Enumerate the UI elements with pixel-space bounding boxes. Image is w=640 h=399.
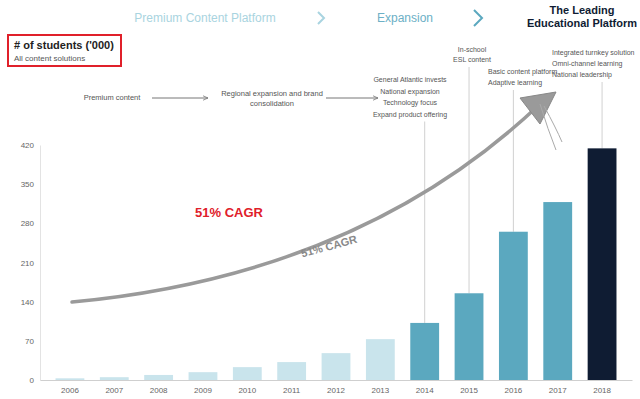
x-tick-label: 2012 xyxy=(327,386,345,395)
bar xyxy=(100,377,129,380)
timeline-arrow xyxy=(152,98,208,99)
timeline-arrow xyxy=(326,98,378,99)
y-tick-label: 70 xyxy=(25,337,34,346)
bar xyxy=(455,293,484,380)
header-phase: The Leading xyxy=(550,4,615,16)
x-tick-label: 2011 xyxy=(283,386,301,395)
y-tick: 0 xyxy=(30,376,40,385)
y-tick-label: 0 xyxy=(30,376,35,385)
y-tick-label: 140 xyxy=(21,298,35,307)
x-tick: 2006 xyxy=(61,380,79,395)
bar xyxy=(144,375,173,380)
milestone-line xyxy=(469,67,470,293)
plot-area xyxy=(56,148,617,380)
title-box xyxy=(8,35,121,66)
header-chevron xyxy=(318,12,324,24)
x-tick-label: 2010 xyxy=(238,386,256,395)
bar xyxy=(189,372,218,380)
milestone-note: Integrated turnkey solution xyxy=(552,49,635,57)
bar xyxy=(366,339,395,380)
milestone-note: Technology focus xyxy=(383,99,438,107)
x-tick: 2012 xyxy=(327,380,345,395)
x-tick-label: 2014 xyxy=(416,386,434,395)
x-tick: 2011 xyxy=(283,380,301,395)
y-tick: 350 xyxy=(21,180,40,189)
bar xyxy=(277,362,306,380)
timeline-label: Premium content xyxy=(84,93,142,102)
milestone-note: Basic content platform xyxy=(488,68,557,76)
cagr-arrow xyxy=(72,92,562,302)
bar xyxy=(410,323,439,380)
milestone-note: General Atlantic invests xyxy=(373,76,447,83)
x-tick: 2017 xyxy=(549,380,567,395)
timeline-label: Regional expansion and brand xyxy=(221,89,323,98)
y-tick: 420 xyxy=(21,141,40,150)
x-tick: 2018 xyxy=(593,380,611,395)
bar xyxy=(543,202,572,380)
cagr-arrow-label: 51% CAGR xyxy=(300,233,359,259)
milestone-note: Expand product offering xyxy=(373,111,447,119)
y-tick-label: 420 xyxy=(21,141,35,150)
chart-svg: Premium Content Platform Expansion The Lea… xyxy=(0,0,640,399)
milestone-note: Omni-channel learning xyxy=(552,60,623,68)
y-tick-label: 280 xyxy=(21,219,35,228)
milestone-line xyxy=(602,82,603,148)
bar xyxy=(499,232,528,380)
x-axis-line xyxy=(41,380,633,381)
x-tick-label: 2015 xyxy=(460,386,478,395)
x-tick-label: 2007 xyxy=(105,386,123,395)
y-tick: 210 xyxy=(21,259,40,268)
x-tick-label: 2013 xyxy=(371,386,389,395)
bar xyxy=(588,148,617,380)
x-tick-label: 2009 xyxy=(194,386,212,395)
header-phase: Premium Content Platform xyxy=(134,11,275,25)
y-axis: 0 70 140 210 280 350 420 xyxy=(21,141,41,385)
x-axis: 2006 2007 2008 2009 2010 2011 2012 2013 2014 2015… xyxy=(41,380,633,395)
y-axis-line xyxy=(40,146,41,381)
header-phase: Educational Platform xyxy=(527,17,637,29)
chart-container: Premium Content Platform Expansion The Lea… xyxy=(0,0,640,399)
x-tick: 2014 xyxy=(416,380,434,395)
header-phase: Expansion xyxy=(377,11,433,25)
x-tick-label: 2006 xyxy=(61,386,79,395)
bar xyxy=(233,367,262,380)
x-tick-label: 2008 xyxy=(150,386,168,395)
milestone-note: ESL content xyxy=(453,56,491,63)
y-tick: 70 xyxy=(25,337,40,346)
cagr-arrow-tail xyxy=(540,104,562,150)
x-tick-label: 2017 xyxy=(549,386,567,395)
x-tick-label: 2016 xyxy=(504,386,522,395)
x-tick: 2008 xyxy=(150,380,168,395)
y-tick: 280 xyxy=(21,219,40,228)
y-tick-label: 210 xyxy=(21,259,35,268)
x-tick: 2015 xyxy=(460,380,478,395)
x-tick: 2009 xyxy=(194,380,212,395)
header-chevron xyxy=(474,10,482,26)
milestone-note: Adaptive learning xyxy=(488,79,542,87)
chart-subtitle: All content solutions xyxy=(14,54,85,63)
milestone-note: National leadership xyxy=(552,71,612,79)
bar xyxy=(322,353,351,380)
milestone-note: In-school xyxy=(458,46,487,53)
x-tick: 2007 xyxy=(105,380,123,395)
milestone-line xyxy=(513,90,514,232)
milestone-note: National expansion xyxy=(380,88,440,96)
chart-title: # of students ('000) xyxy=(14,39,114,51)
milestone-line xyxy=(424,122,425,323)
y-tick-label: 350 xyxy=(21,180,35,189)
x-tick-label: 2018 xyxy=(593,386,611,395)
cagr-annotation: 51% CAGR xyxy=(195,205,264,220)
x-tick: 2016 xyxy=(504,380,522,395)
x-tick: 2010 xyxy=(238,380,256,395)
x-tick: 2013 xyxy=(371,380,389,395)
y-tick: 140 xyxy=(21,298,40,307)
cagr-arrow-shaft xyxy=(72,104,540,302)
bar xyxy=(56,378,85,380)
timeline-label: consolidation xyxy=(250,99,294,108)
